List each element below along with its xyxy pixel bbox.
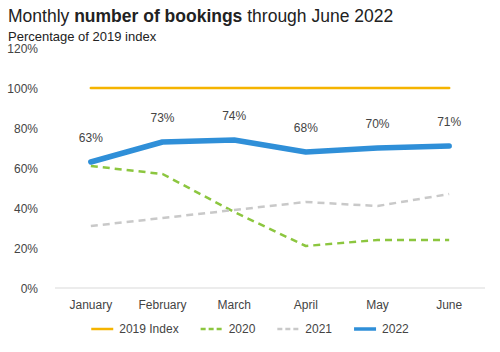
y-tick-label: 0% [21, 282, 39, 296]
legend-item: 2020 [201, 322, 256, 336]
tick-mark [52, 88, 55, 89]
legend-item: 2021 [277, 322, 332, 336]
y-tick-label: 60% [14, 162, 38, 176]
legend-item: 2022 [354, 322, 409, 336]
x-tick-label: May [366, 298, 389, 312]
data-label: 74% [222, 109, 246, 123]
x-tick-label: February [138, 298, 186, 312]
y-axis: 0% 20% 40% 60% 80% 100% 120% [7, 42, 55, 296]
chart: Monthly number of bookings through June … [0, 0, 500, 352]
legend-swatch [277, 328, 299, 331]
tick-mark [52, 248, 55, 249]
x-tick-label: June [436, 298, 462, 312]
x-tick-label: March [217, 298, 250, 312]
title: Monthly number of bookings through June … [8, 6, 393, 26]
series-line [91, 166, 449, 246]
x-tick-label: January [69, 298, 112, 312]
data-label: 70% [365, 117, 389, 131]
plot-area [91, 88, 449, 246]
tick-mark [52, 288, 55, 289]
y-tick-label: 120% [7, 42, 38, 56]
x-tick-label: April [294, 298, 318, 312]
data-label: 68% [294, 121, 318, 135]
data-labels: 63% 73% 74% 68% 70% 71% [79, 109, 462, 145]
x-axis-line [55, 288, 485, 289]
series-line [91, 87, 449, 90]
legend-item: 2019 Index [91, 322, 178, 336]
tick-mark [52, 48, 55, 49]
legend-swatch [91, 328, 113, 331]
data-label: 73% [150, 111, 174, 125]
legend-label: 2020 [229, 322, 256, 336]
legend-swatch [354, 327, 376, 331]
chart-container: Monthly number of bookings through June … [0, 0, 500, 352]
legend-label: 2022 [382, 322, 409, 336]
data-label: 63% [79, 131, 103, 145]
y-tick-label: 100% [7, 82, 38, 96]
legend-swatch [201, 328, 223, 331]
tick-mark [52, 208, 55, 209]
legend-label: 2021 [305, 322, 332, 336]
data-label: 71% [437, 115, 461, 129]
x-axis: January February March April May June [69, 298, 462, 312]
series-line [91, 140, 449, 162]
tick-mark [52, 168, 55, 169]
series-line [91, 194, 449, 226]
tick-mark [52, 128, 55, 129]
legend-label: 2019 Index [119, 322, 178, 336]
legend: 2019 Index 2020 2021 2022 [91, 322, 409, 336]
y-tick-label: 20% [14, 242, 38, 256]
y-tick-label: 80% [14, 122, 38, 136]
y-tick-label: 40% [14, 202, 38, 216]
